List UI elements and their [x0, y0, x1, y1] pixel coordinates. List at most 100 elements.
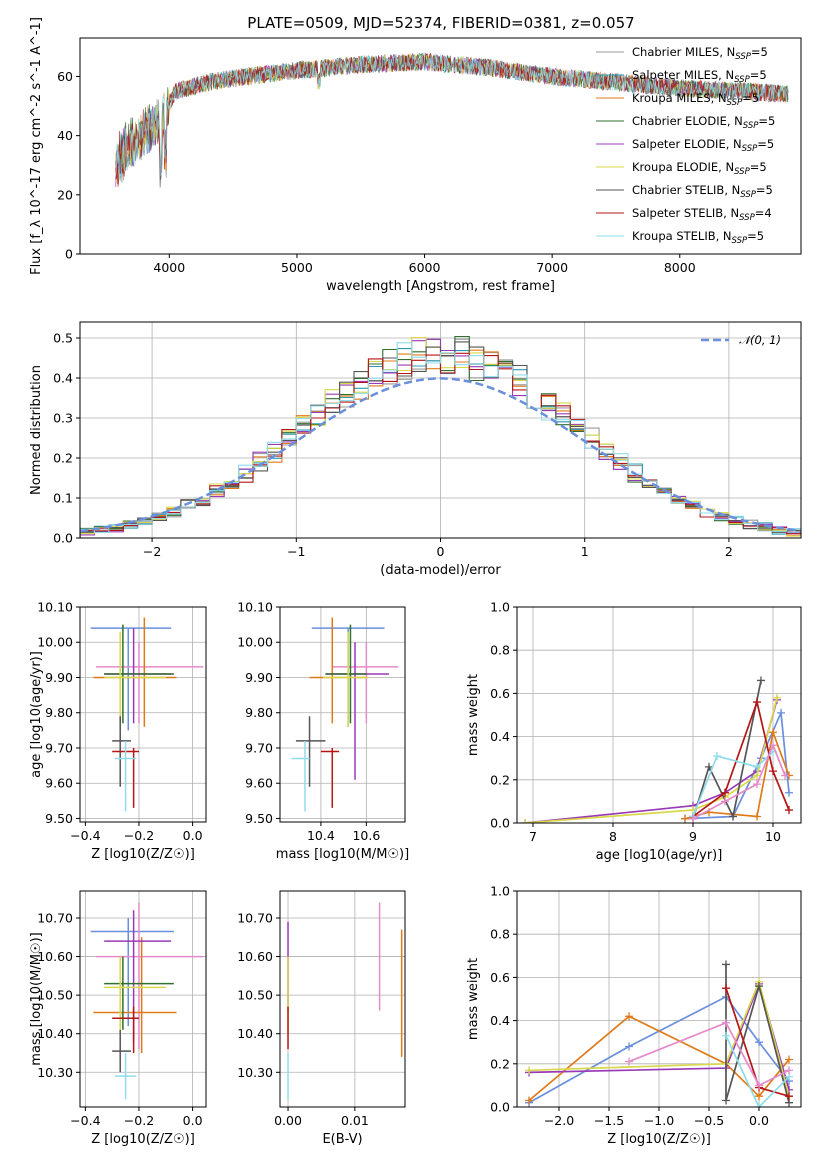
figure-title: PLATE=0509, MJD=52374, FIBERID=0381, z=0… — [247, 14, 634, 32]
panel-age_vs_mass: 10.4 10.6 9.50 9.60 9.70 9.80 9.90 10.00 10.10 ma… — [237, 600, 409, 863]
legend-label: Salpeter STELIB, N — [632, 206, 739, 220]
data-point — [757, 676, 765, 685]
x-tick-label: 5000 — [281, 260, 313, 275]
x-tick-label: 10 — [765, 829, 781, 844]
data-point — [773, 693, 781, 702]
y-tick-label: 10.30 — [37, 1065, 73, 1080]
data-point — [625, 1042, 633, 1051]
data-point — [722, 1018, 730, 1027]
y-tick-label: 10.10 — [37, 600, 73, 615]
plot-area — [90, 902, 204, 1100]
x-tick-label: −1 — [287, 544, 305, 559]
legend-tail: =5 — [742, 91, 759, 105]
y-tick-label: 0.6 — [490, 970, 510, 985]
x-tick-label: 4000 — [153, 260, 185, 275]
data-point — [769, 741, 777, 750]
x-tick-label: −0.4 — [70, 1113, 100, 1128]
y-axis-label: mass weight — [466, 958, 481, 1040]
y-tick-label: 1.0 — [490, 600, 510, 615]
legend-entry: Salpeter ELODIE, NSSP=5 — [632, 137, 774, 154]
plot-area — [525, 960, 793, 1107]
axes-frame — [79, 321, 802, 539]
legend-sub: SSP — [735, 52, 751, 62]
data-point — [625, 1057, 633, 1066]
panel-mass_vs_Z: −0.4 −0.2 0.0 10.30 10.40 10.50 10.60 10.70 Z [l… — [29, 890, 207, 1147]
y-tick-label: 0.6 — [490, 686, 510, 701]
legend-sub: SSP — [734, 167, 750, 177]
legend-sub: SSP — [734, 75, 750, 85]
series-line — [725, 1035, 790, 1107]
data-point — [755, 1103, 763, 1107]
x-tick-label: −2 — [143, 544, 161, 559]
x-tick-label: 1 — [581, 544, 589, 559]
y-tick-label: 10.50 — [37, 988, 73, 1003]
x-tick-label: 0 — [437, 544, 445, 559]
legend-label: Salpeter ELODIE, N — [632, 137, 742, 151]
legend-label: Chabrier ELODIE, N — [632, 114, 743, 128]
x-axis-label: age [log10(age/yr)] — [596, 848, 723, 863]
x-tick-label: −0.2 — [124, 828, 154, 843]
legend-entry: Chabrier STELIB, NSSP=5 — [632, 183, 773, 200]
data-point — [785, 1066, 793, 1075]
legend-tail: =5 — [757, 137, 774, 151]
x-axis-label: E(B-V) — [322, 1132, 362, 1147]
data-point — [769, 767, 777, 776]
y-tick-label: 0.0 — [490, 816, 510, 831]
y-tick-label: 0.2 — [53, 451, 73, 466]
data-point — [785, 1092, 793, 1101]
legend-entry: Chabrier MILES, NSSP=5 — [632, 45, 768, 62]
plot-area — [521, 676, 793, 823]
y-tick-label: 0.5 — [53, 331, 73, 346]
data-point — [755, 982, 763, 991]
legend-label: Salpeter MILES, N — [632, 68, 734, 82]
x-tick-label: 0.0 — [183, 1113, 203, 1128]
data-point — [689, 814, 697, 823]
y-tick-label: 10.70 — [237, 911, 273, 926]
legend-tail: =5 — [756, 183, 773, 197]
y-tick-label: 0.0 — [53, 531, 73, 546]
x-tick-label: 2 — [725, 544, 733, 559]
y-tick-label: 10.40 — [237, 1026, 273, 1041]
legend-label: Kroupa ELODIE, N — [632, 160, 734, 174]
legend-entry: Kroupa MILES, NSSP=5 — [632, 91, 759, 108]
legend-tail: =5 — [758, 114, 775, 128]
data-point — [722, 984, 730, 993]
legend-tail: =4 — [755, 206, 772, 220]
y-tick-label: 10.70 — [37, 911, 73, 926]
data-point — [625, 1012, 633, 1021]
y-tick-label: 10.40 — [37, 1026, 73, 1041]
y-tick-label: 10.50 — [237, 988, 273, 1003]
y-tick-label: 0.8 — [490, 643, 510, 658]
x-axis-label: mass [log10(M/M☉)] — [276, 847, 409, 862]
y-tick-label: 9.60 — [245, 776, 273, 791]
data-point — [705, 762, 713, 771]
spectrum-line — [115, 52, 789, 180]
axes-frame — [279, 606, 406, 823]
y-tick-label: 9.60 — [45, 776, 73, 791]
x-axis-label: wavelength [Angstrom, rest frame] — [326, 279, 555, 294]
x-tick-label: −0.2 — [124, 1113, 154, 1128]
legend-tail: =5 — [751, 45, 768, 59]
legend-label: Chabrier STELIB, N — [632, 183, 740, 197]
data-point — [781, 771, 789, 780]
data-point — [681, 814, 689, 823]
series-line — [692, 751, 774, 817]
y-tick-label: 9.50 — [45, 811, 73, 826]
y-tick-label: 9.80 — [45, 705, 73, 720]
data-point — [722, 1031, 730, 1040]
x-tick-label: 0.0 — [749, 1113, 769, 1128]
panel-mass_weight_vs_Z: −2.0 −1.5 −1.0 −0.5 0.0 0.0 0.2 0.4 0.6 0.8 1.0 Z [… — [466, 884, 802, 1147]
y-tick-label: 10.60 — [237, 949, 273, 964]
x-tick-label: 6000 — [409, 260, 441, 275]
series-line — [628, 1021, 790, 1087]
data-point — [721, 797, 729, 806]
data-point — [777, 708, 785, 717]
y-tick-label: 9.80 — [245, 705, 273, 720]
y-axis-label: age [log10(age/yr)] — [29, 651, 44, 778]
axes-frame — [279, 890, 406, 1108]
x-tick-label: 9 — [689, 829, 697, 844]
y-tick-label: 0.2 — [490, 1056, 510, 1071]
legend-entry: Kroupa ELODIE, NSSP=5 — [632, 160, 767, 177]
